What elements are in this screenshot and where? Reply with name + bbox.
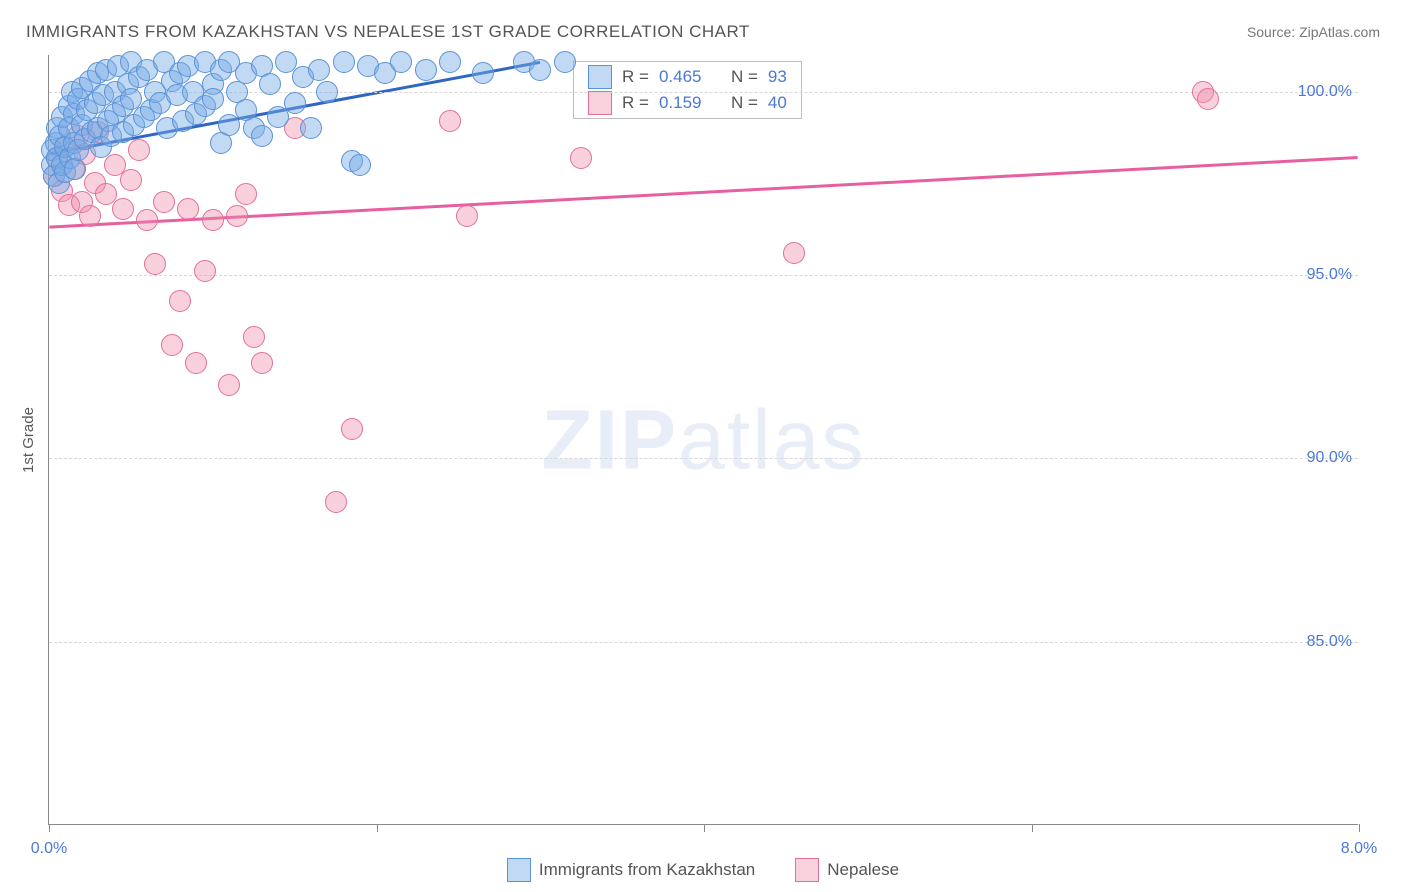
scatter-point-b — [177, 198, 199, 220]
x-tick — [377, 824, 378, 832]
scatter-point-b — [194, 260, 216, 282]
scatter-point-b — [144, 253, 166, 275]
scatter-point-a — [439, 51, 461, 73]
grid-line — [49, 275, 1358, 276]
chart-title: IMMIGRANTS FROM KAZAKHSTAN VS NEPALESE 1… — [26, 22, 750, 42]
watermark-zip: ZIP — [541, 392, 678, 486]
legend-item-b: Nepalese — [795, 858, 899, 882]
n-value-a: 93 — [768, 67, 787, 87]
series-legend: Immigrants from Kazakhstan Nepalese — [0, 858, 1406, 882]
y-axis-title: 1st Grade — [20, 407, 37, 473]
y-tick-label: 90.0% — [1307, 449, 1352, 467]
scatter-point-b — [1197, 88, 1219, 110]
swatch-a-icon — [507, 858, 531, 882]
scatter-point-a — [316, 81, 338, 103]
scatter-plot: ZIPatlas R = 0.465 N = 93 R = 0.159 N = … — [48, 55, 1358, 825]
legend-label-b: Nepalese — [827, 860, 899, 880]
scatter-point-a — [308, 59, 330, 81]
scatter-point-b — [169, 290, 191, 312]
grid-line — [49, 458, 1358, 459]
swatch-b — [588, 91, 612, 115]
scatter-point-a — [554, 51, 576, 73]
scatter-point-a — [390, 51, 412, 73]
scatter-point-a — [284, 92, 306, 114]
watermark-atlas: atlas — [678, 392, 865, 486]
y-tick-label: 85.0% — [1307, 633, 1352, 651]
x-tick — [1359, 824, 1360, 832]
scatter-point-b — [325, 491, 347, 513]
y-tick-label: 95.0% — [1307, 266, 1352, 284]
scatter-point-b — [218, 374, 240, 396]
scatter-point-a — [300, 117, 322, 139]
grid-line — [49, 642, 1358, 643]
x-tick — [49, 824, 50, 832]
x-label-max: 8.0% — [1341, 840, 1377, 858]
scatter-point-b — [136, 209, 158, 231]
scatter-point-b — [202, 209, 224, 231]
x-tick — [704, 824, 705, 832]
legend-item-a: Immigrants from Kazakhstan — [507, 858, 755, 882]
scatter-point-b — [570, 147, 592, 169]
n-label: N = — [731, 67, 758, 87]
scatter-point-b — [120, 169, 142, 191]
x-tick — [1032, 824, 1033, 832]
scatter-point-b — [226, 205, 248, 227]
r-label: R = — [622, 93, 649, 113]
scatter-point-b — [161, 334, 183, 356]
scatter-point-b — [128, 139, 150, 161]
scatter-point-b — [79, 205, 101, 227]
legend-label-a: Immigrants from Kazakhstan — [539, 860, 755, 880]
scatter-point-a — [202, 88, 224, 110]
r-label: R = — [622, 67, 649, 87]
scatter-point-a — [529, 59, 551, 81]
scatter-point-b — [235, 183, 257, 205]
x-label-min: 0.0% — [31, 840, 67, 858]
watermark: ZIPatlas — [541, 391, 865, 488]
scatter-point-b — [153, 191, 175, 213]
r-value-b: 0.159 — [659, 93, 702, 113]
scatter-point-b — [112, 198, 134, 220]
scatter-point-a — [415, 59, 437, 81]
scatter-point-a — [349, 154, 371, 176]
n-value-b: 40 — [768, 93, 787, 113]
scatter-point-b — [783, 242, 805, 264]
scatter-point-b — [243, 326, 265, 348]
y-tick-label: 100.0% — [1298, 83, 1352, 101]
regression-lines-layer — [49, 55, 1358, 824]
title-bar: IMMIGRANTS FROM KAZAKHSTAN VS NEPALESE 1… — [26, 22, 1380, 42]
swatch-b-icon — [795, 858, 819, 882]
scatter-point-a — [251, 125, 273, 147]
scatter-point-b — [185, 352, 207, 374]
scatter-point-a — [472, 62, 494, 84]
scatter-point-a — [333, 51, 355, 73]
swatch-a — [588, 65, 612, 89]
stats-legend: R = 0.465 N = 93 R = 0.159 N = 40 — [573, 61, 802, 119]
scatter-point-b — [251, 352, 273, 374]
stats-row-b: R = 0.159 N = 40 — [574, 90, 801, 116]
r-value-a: 0.465 — [659, 67, 702, 87]
scatter-point-b — [456, 205, 478, 227]
scatter-point-b — [439, 110, 461, 132]
n-label: N = — [731, 93, 758, 113]
stats-row-a: R = 0.465 N = 93 — [574, 64, 801, 90]
scatter-point-a — [259, 73, 281, 95]
source-label: Source: ZipAtlas.com — [1247, 24, 1380, 40]
scatter-point-b — [341, 418, 363, 440]
